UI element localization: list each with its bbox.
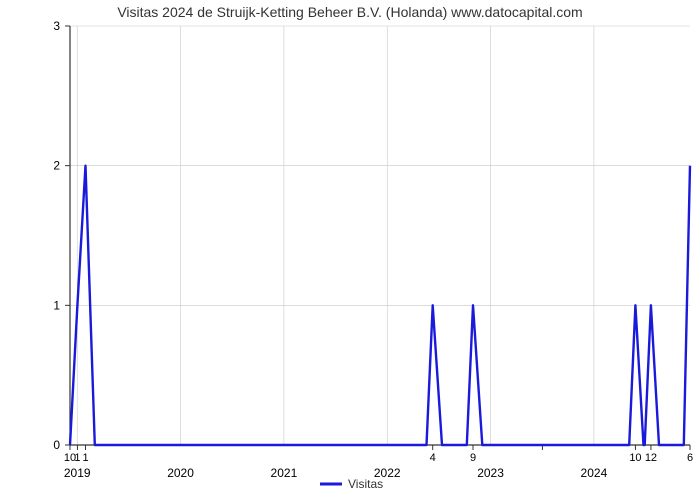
svg-text:4: 4 [430, 452, 436, 464]
line-chart-svg: 012310114910126201920202021202220232024V… [0, 0, 700, 500]
chart-title: Visitas 2024 de Struijk-Ketting Beheer B… [0, 4, 700, 20]
svg-text:0: 0 [53, 438, 60, 452]
svg-text:2024: 2024 [581, 466, 608, 480]
svg-text:2023: 2023 [477, 466, 504, 480]
svg-text:9: 9 [470, 452, 476, 464]
svg-text:2: 2 [53, 159, 60, 173]
svg-text:3: 3 [53, 19, 60, 33]
legend-label: Visitas [348, 477, 383, 491]
svg-text:2021: 2021 [271, 466, 298, 480]
svg-text:12: 12 [645, 452, 657, 464]
svg-text:1: 1 [74, 452, 80, 464]
svg-text:1: 1 [53, 298, 60, 312]
svg-text:6: 6 [687, 452, 693, 464]
chart-container: Visitas 2024 de Struijk-Ketting Beheer B… [0, 0, 700, 500]
svg-text:10: 10 [629, 452, 641, 464]
svg-text:2019: 2019 [64, 466, 91, 480]
svg-text:2020: 2020 [167, 466, 194, 480]
svg-text:1: 1 [82, 452, 88, 464]
